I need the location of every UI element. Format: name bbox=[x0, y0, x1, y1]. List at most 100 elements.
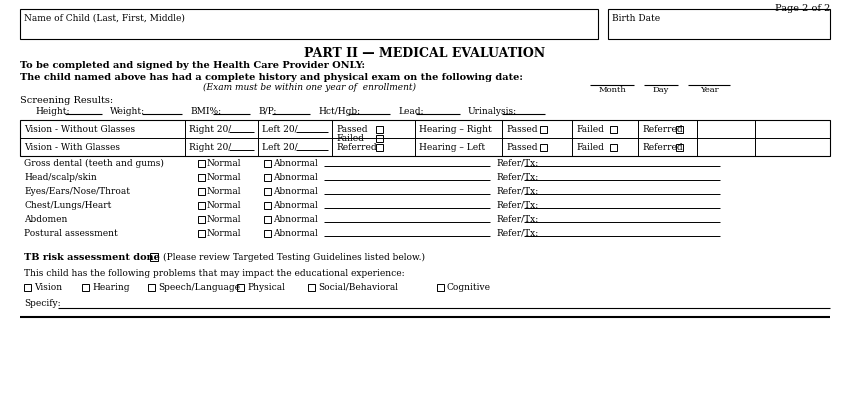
Bar bbox=[20, 120, 830, 156]
Text: Abnormal: Abnormal bbox=[273, 186, 318, 196]
Text: Refer/Tx:: Refer/Tx: bbox=[496, 173, 538, 181]
Text: Refer/Tx:: Refer/Tx: bbox=[496, 229, 538, 238]
Text: To be completed and signed by the Health Care Provider ONLY:: To be completed and signed by the Health… bbox=[20, 60, 365, 70]
Text: This child has the following problems that may impact the educational experience: This child has the following problems th… bbox=[24, 269, 405, 277]
Bar bbox=[148, 284, 155, 291]
Text: (Exam must be within one year of  enrollment): (Exam must be within one year of enrollm… bbox=[203, 83, 416, 92]
Text: Normal: Normal bbox=[207, 186, 241, 196]
Bar bbox=[264, 188, 271, 195]
Text: Passed: Passed bbox=[336, 125, 367, 133]
Bar bbox=[376, 135, 383, 142]
Bar bbox=[198, 160, 205, 167]
Bar bbox=[198, 174, 205, 181]
Text: Abnormal: Abnormal bbox=[273, 229, 318, 238]
Bar bbox=[610, 126, 617, 133]
Bar bbox=[198, 202, 205, 209]
Bar bbox=[264, 160, 271, 167]
Text: Normal: Normal bbox=[207, 229, 241, 238]
Text: Vision - Without Glasses: Vision - Without Glasses bbox=[24, 125, 135, 133]
Text: Referred: Referred bbox=[642, 143, 683, 151]
Text: Refer/Tx:: Refer/Tx: bbox=[496, 214, 538, 224]
Text: PART II — MEDICAL EVALUATION: PART II — MEDICAL EVALUATION bbox=[304, 47, 546, 60]
Text: Eyes/Ears/Nose/Throat: Eyes/Ears/Nose/Throat bbox=[24, 186, 130, 196]
Text: Abnormal: Abnormal bbox=[273, 201, 318, 209]
Bar bbox=[437, 284, 444, 291]
Text: BMI%:: BMI%: bbox=[190, 106, 221, 116]
Text: Page 2 of 2: Page 2 of 2 bbox=[774, 4, 830, 13]
Bar bbox=[676, 126, 683, 133]
Text: Failed: Failed bbox=[576, 125, 604, 133]
Text: Lead:: Lead: bbox=[398, 106, 423, 116]
Text: Abdomen: Abdomen bbox=[24, 214, 67, 224]
Text: Month: Month bbox=[598, 86, 626, 94]
Text: TB risk assessment done: TB risk assessment done bbox=[24, 253, 160, 261]
Text: Passed: Passed bbox=[506, 143, 537, 151]
Text: Failed: Failed bbox=[336, 133, 364, 143]
Text: (Please review Targeted Testing Guidelines listed below.): (Please review Targeted Testing Guidelin… bbox=[163, 252, 425, 261]
Text: Vision - With Glasses: Vision - With Glasses bbox=[24, 143, 120, 151]
Bar bbox=[376, 126, 383, 133]
Bar bbox=[264, 202, 271, 209]
Text: Chest/Lungs/Heart: Chest/Lungs/Heart bbox=[24, 201, 111, 209]
Text: Right 20/: Right 20/ bbox=[189, 143, 231, 151]
Text: Normal: Normal bbox=[207, 214, 241, 224]
Text: Year: Year bbox=[700, 86, 718, 94]
Text: B/P:: B/P: bbox=[258, 106, 276, 116]
Text: Head/scalp/skin: Head/scalp/skin bbox=[24, 173, 97, 181]
Text: Screening Results:: Screening Results: bbox=[20, 95, 113, 105]
Bar bbox=[540, 144, 547, 151]
Bar bbox=[308, 284, 315, 291]
Text: Physical: Physical bbox=[247, 282, 285, 291]
Text: Abnormal: Abnormal bbox=[273, 158, 318, 168]
Text: Vision: Vision bbox=[34, 282, 62, 291]
Text: Normal: Normal bbox=[207, 158, 241, 168]
Bar bbox=[264, 216, 271, 223]
Text: Refer/Tx:: Refer/Tx: bbox=[496, 186, 538, 196]
Text: Hearing – Left: Hearing – Left bbox=[419, 143, 485, 151]
Bar bbox=[540, 126, 547, 133]
Text: Day: Day bbox=[653, 86, 669, 94]
Text: Name of Child (Last, First, Middle): Name of Child (Last, First, Middle) bbox=[24, 14, 184, 23]
Text: Weight:: Weight: bbox=[110, 106, 145, 116]
Bar bbox=[608, 9, 830, 39]
Bar bbox=[264, 174, 271, 181]
Bar bbox=[198, 188, 205, 195]
Bar bbox=[198, 230, 205, 237]
Text: Social/Behavioral: Social/Behavioral bbox=[318, 282, 398, 291]
Text: Normal: Normal bbox=[207, 201, 241, 209]
Text: Abnormal: Abnormal bbox=[273, 214, 318, 224]
Text: Passed: Passed bbox=[506, 125, 537, 133]
Bar bbox=[376, 144, 383, 151]
Bar bbox=[237, 284, 244, 291]
Text: Referred: Referred bbox=[336, 143, 377, 151]
Text: Refer/Tx:: Refer/Tx: bbox=[496, 201, 538, 209]
Bar bbox=[82, 284, 89, 291]
Text: Failed: Failed bbox=[576, 143, 604, 151]
Text: Referred: Referred bbox=[642, 125, 683, 133]
Bar bbox=[24, 284, 31, 291]
Text: Speech/Language: Speech/Language bbox=[158, 282, 240, 291]
Bar bbox=[20, 9, 598, 39]
Text: Right 20/: Right 20/ bbox=[189, 125, 231, 133]
Text: Abnormal: Abnormal bbox=[273, 173, 318, 181]
Text: Normal: Normal bbox=[207, 173, 241, 181]
Bar bbox=[676, 144, 683, 151]
Text: Birth Date: Birth Date bbox=[612, 14, 660, 23]
Text: Gross dental (teeth and gums): Gross dental (teeth and gums) bbox=[24, 158, 164, 168]
Bar bbox=[264, 230, 271, 237]
Text: Refer/Tx:: Refer/Tx: bbox=[496, 158, 538, 168]
Text: Postural assessment: Postural assessment bbox=[24, 229, 118, 238]
Text: Hct/Hgb:: Hct/Hgb: bbox=[318, 106, 360, 116]
Bar bbox=[150, 253, 158, 261]
Text: Left 20/: Left 20/ bbox=[262, 143, 298, 151]
Text: Hearing – Right: Hearing – Right bbox=[419, 125, 492, 133]
Text: Left 20/: Left 20/ bbox=[262, 125, 298, 133]
Bar bbox=[198, 216, 205, 223]
Text: Height:: Height: bbox=[35, 106, 70, 116]
Text: Cognitive: Cognitive bbox=[447, 282, 491, 291]
Text: Hearing: Hearing bbox=[92, 282, 129, 291]
Text: Specify:: Specify: bbox=[24, 299, 60, 309]
Text: The child named above has had a complete history and physical exam on the follow: The child named above has had a complete… bbox=[20, 73, 523, 81]
Bar bbox=[610, 144, 617, 151]
Text: Urinalysis:: Urinalysis: bbox=[468, 106, 517, 116]
